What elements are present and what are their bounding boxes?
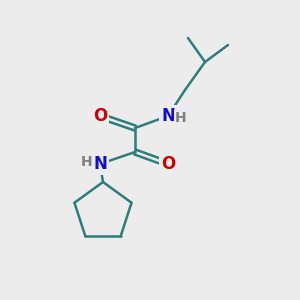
Text: O: O xyxy=(161,155,175,173)
Text: H: H xyxy=(175,111,187,125)
Text: O: O xyxy=(93,107,107,125)
Text: N: N xyxy=(93,155,107,173)
Text: H: H xyxy=(81,155,93,169)
Text: N: N xyxy=(161,107,175,125)
